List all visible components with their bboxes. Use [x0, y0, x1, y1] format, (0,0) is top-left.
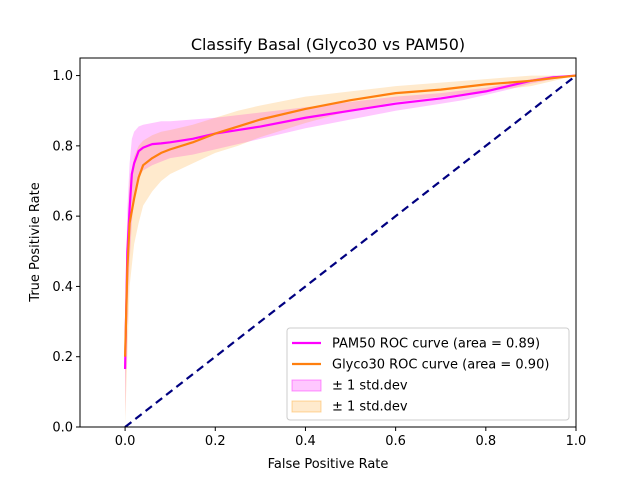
- legend-label: ± 1 std.dev: [332, 400, 408, 415]
- series-line-1: [123, 74, 576, 370]
- legend-band-swatch: [291, 400, 322, 413]
- reference-diagonal-line: [124, 74, 576, 427]
- legend: PAM50 ROC curve (area = 0.89) Glyco30 ROC…: [286, 327, 570, 421]
- y-tick-label: 0.2: [52, 350, 73, 365]
- x-tick-label: 0.8: [475, 434, 496, 449]
- y-tick-label: 0.0: [52, 421, 73, 436]
- chart-title: Classify Basal (Glyco30 vs PAM50): [191, 35, 465, 54]
- plot-area: [123, 74, 576, 427]
- y-tick-label: 0.6: [52, 210, 73, 225]
- legend-label: Glyco30 ROC curve (area = 0.90): [332, 358, 549, 373]
- legend-label: PAM50 ROC curve (area = 0.89): [332, 337, 540, 352]
- legend-band-swatch: [291, 379, 322, 392]
- y-axis-label: True Positivie Rate: [28, 182, 43, 302]
- legend-box: [286, 327, 570, 421]
- y-tick-label: 1.0: [52, 69, 73, 84]
- x-tick-label: 1.0: [566, 434, 587, 449]
- y-tick-label: 0.8: [52, 139, 73, 154]
- legend-label: ± 1 std.dev: [332, 379, 408, 394]
- axis-ticks: 0.0 0.2 0.4 0.6 0.8 1.0 0.0 0.2 0.4 0.6 0.8 1.0: [52, 69, 586, 449]
- x-tick-label: 0.6: [385, 434, 406, 449]
- x-axis-label: False Positive Rate: [268, 457, 389, 472]
- axes-frame: [79, 57, 577, 428]
- series-line-2: [123, 74, 576, 357]
- x-tick-label: 0.4: [295, 434, 316, 449]
- x-tick-label: 0.2: [205, 434, 226, 449]
- y-tick-label: 0.4: [52, 280, 73, 295]
- x-tick-label: 0.0: [115, 434, 136, 449]
